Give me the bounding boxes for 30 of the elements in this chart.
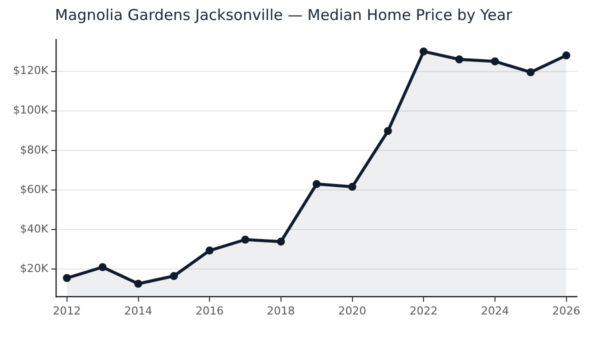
x-tick-label: 2020 xyxy=(338,304,366,318)
point xyxy=(420,47,428,56)
point xyxy=(206,246,214,255)
x-tick-label: 2012 xyxy=(52,304,81,318)
point xyxy=(134,280,142,288)
point xyxy=(241,236,250,244)
point xyxy=(62,274,71,282)
x-tick-label: 2024 xyxy=(480,304,509,318)
x-tick-label: 2014 xyxy=(124,304,152,318)
y-tick-label: $100K xyxy=(12,104,49,117)
y-tick-label: $40K xyxy=(20,222,49,236)
point xyxy=(98,263,107,272)
point xyxy=(170,272,178,280)
point xyxy=(455,55,464,64)
x-tick-label: 2018 xyxy=(266,304,295,318)
point xyxy=(348,182,356,191)
y-tick-label: $120K xyxy=(12,64,49,78)
y-tick-label: $60K xyxy=(20,182,49,196)
chart-title: Magnolia Gardens Jacksonville — Median Home Price by Year xyxy=(55,6,512,24)
point xyxy=(526,68,535,76)
y-tick-label: $80K xyxy=(20,143,49,156)
y-tick-label: $20K xyxy=(20,262,49,275)
point xyxy=(384,127,392,136)
x-tick-label: 2022 xyxy=(410,304,438,318)
point xyxy=(276,238,285,246)
x-tick-label: 2016 xyxy=(196,304,224,318)
x-tick-label: 2026 xyxy=(552,304,580,318)
point xyxy=(562,51,570,60)
point xyxy=(312,180,321,188)
point xyxy=(490,57,499,66)
